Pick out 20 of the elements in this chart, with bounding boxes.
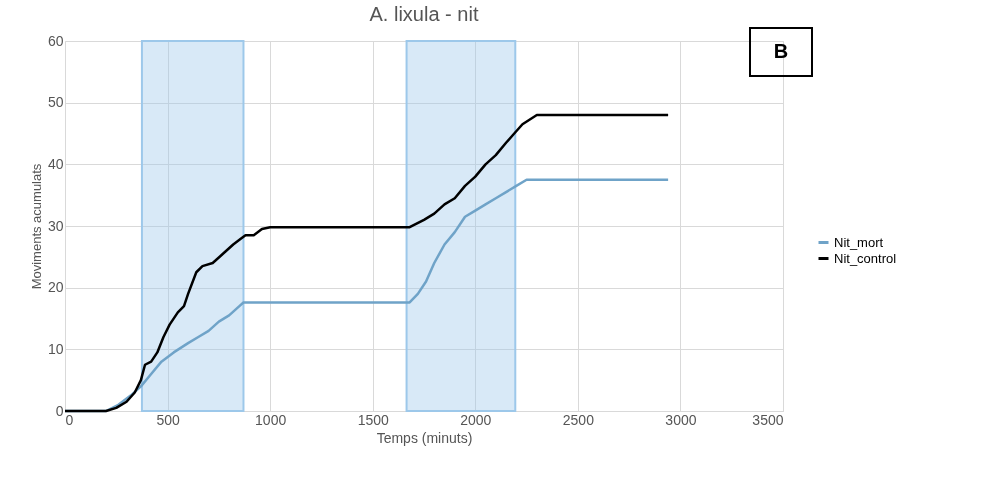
x-tick-label: 500 [156, 411, 180, 428]
x-axis-title: Temps (minuts) [376, 429, 473, 446]
legend-label: Nit_mort [834, 234, 884, 250]
annotation: B [773, 40, 789, 62]
line-series [63, 113, 670, 413]
y-tick-label: 10 [47, 340, 64, 357]
y-tick-label: 40 [47, 155, 64, 172]
y-tick-label: 20 [47, 279, 64, 296]
y-tick-label: 30 [47, 217, 64, 234]
x-tick-label: 2500 [562, 411, 595, 428]
chart-title: A. lixula - nit [369, 3, 479, 25]
x-tick-label: 3500 [752, 411, 784, 428]
x-tick-label: 3000 [665, 411, 697, 428]
x-tick-label: 1000 [255, 411, 287, 428]
x-tick-label: 1500 [357, 411, 389, 428]
y-tick-label: 50 [47, 94, 64, 111]
x-tick-label: 2000 [460, 411, 492, 428]
y-axis-title: Moviments acumulats [28, 163, 44, 290]
legend-label: Nit_control [834, 250, 897, 266]
y-tick-label: 60 [47, 32, 64, 49]
